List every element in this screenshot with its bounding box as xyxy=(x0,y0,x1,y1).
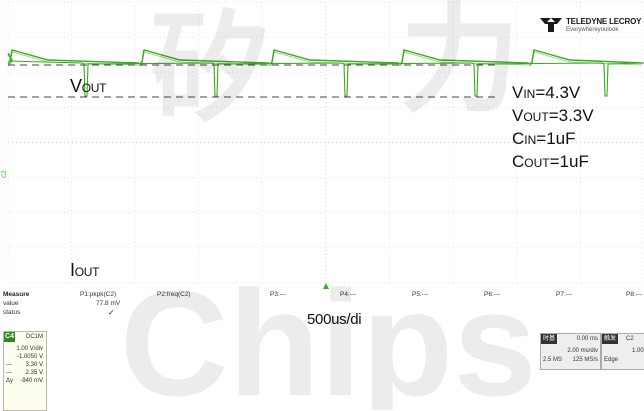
channel-vdiv: 1.00 V/div xyxy=(16,346,43,352)
timebase-panel[interactable]: 时基 0.00 ms 2.00 ms/div 2.5 MS 125 MS/s xyxy=(540,333,601,370)
param-cin: CIN=1uF xyxy=(512,129,576,148)
measure-status-header: status xyxy=(3,309,21,316)
grid-lines xyxy=(7,1,644,284)
trigger-panel[interactable]: 触发 C2 1.00 Edge xyxy=(601,333,644,370)
timebase-header: 时基 xyxy=(541,334,558,344)
iout-label: IOUT xyxy=(70,260,99,281)
channel-coupling: DC1M xyxy=(25,334,43,340)
time-div-label: 500us/di xyxy=(307,311,362,328)
scope-display: C2 TELEDYNE LECROY Everywhereyoulook VOU… xyxy=(0,0,644,290)
brand-name: TELEDYNE LECROY xyxy=(566,17,642,26)
param-vin: VIN=4.3V xyxy=(512,83,581,102)
measure-p1-status: ✓ xyxy=(108,308,115,317)
current-trace xyxy=(7,60,644,97)
measure-p5-name[interactable]: P5:--- xyxy=(412,291,429,298)
measure-p2-name[interactable]: P2:freq(C2) xyxy=(157,291,191,298)
parameter-list: VIN=4.3V VOUT=3.3V CIN=1uF COUT=1uF xyxy=(512,82,594,174)
trigger-header: 触发 xyxy=(602,334,619,344)
teledyne-logo: TELEDYNE LECROY Everywhereyoulook xyxy=(540,16,644,44)
cursor1-value: 3.30 V xyxy=(25,362,43,368)
measure-p7-name[interactable]: P7:--- xyxy=(556,291,573,298)
teledyne-logo-icon xyxy=(540,18,562,32)
timebase-delay: 0.00 ms xyxy=(576,336,598,342)
iout-label-sub: OUT xyxy=(74,265,100,279)
cursor2-value: 2.35 V xyxy=(25,370,43,376)
oscilloscope-grid: C2 xyxy=(2,1,644,289)
trigger-channel: C2 xyxy=(626,336,634,342)
measure-p4-name[interactable]: P4:--- xyxy=(340,291,357,298)
measure-header: Measure xyxy=(3,291,30,298)
voltage-trace xyxy=(7,49,643,65)
vout-label-main: V xyxy=(70,76,82,96)
measure-p1-name[interactable]: P1:pkpk(C2) xyxy=(80,291,117,298)
channel-c4-panel[interactable]: C4 DC1M 1.00 V/div -1.0050 V --- 3.30 V … xyxy=(3,331,47,411)
delta-label: Δy xyxy=(6,378,14,384)
trigger-level: 1.00 xyxy=(632,348,644,354)
trigger-mode: Edge xyxy=(604,357,619,363)
param-cout: COUT=1uF xyxy=(512,152,589,171)
vout-label-sub: OUT xyxy=(81,81,107,95)
cursor1-label: --- xyxy=(6,362,12,368)
cursor2-label: --- xyxy=(6,370,12,376)
param-vout: VOUT=3.3V xyxy=(512,106,594,125)
measure-p8-name[interactable]: P8:--- xyxy=(626,291,643,298)
trigger-marker-icon xyxy=(323,283,329,289)
measure-p6-name[interactable]: P6:--- xyxy=(484,291,501,298)
brand-tagline: Everywhereyoulook xyxy=(566,27,619,33)
delta-value: -940 mV xyxy=(20,378,43,384)
measure-panel: Measure value status P1:pkpk(C2) 77.8 mV… xyxy=(0,290,644,330)
channel-offset: -1.0050 V xyxy=(16,354,43,360)
measure-p3-name[interactable]: P3:--- xyxy=(270,291,287,298)
channel-marker-text: C2 xyxy=(2,170,8,178)
timebase-tdiv: 2.00 ms/div xyxy=(567,348,598,354)
measure-p1-value: 77.8 mV xyxy=(96,300,121,307)
iout-label-main: I xyxy=(70,260,75,280)
measure-value-header: value xyxy=(3,300,19,307)
channel-tag: C4 xyxy=(4,332,15,342)
vout-label: VOUT xyxy=(70,76,106,97)
timebase-points: 2.5 MS xyxy=(543,357,563,363)
timebase-rate: 125 MS/s xyxy=(572,357,598,363)
